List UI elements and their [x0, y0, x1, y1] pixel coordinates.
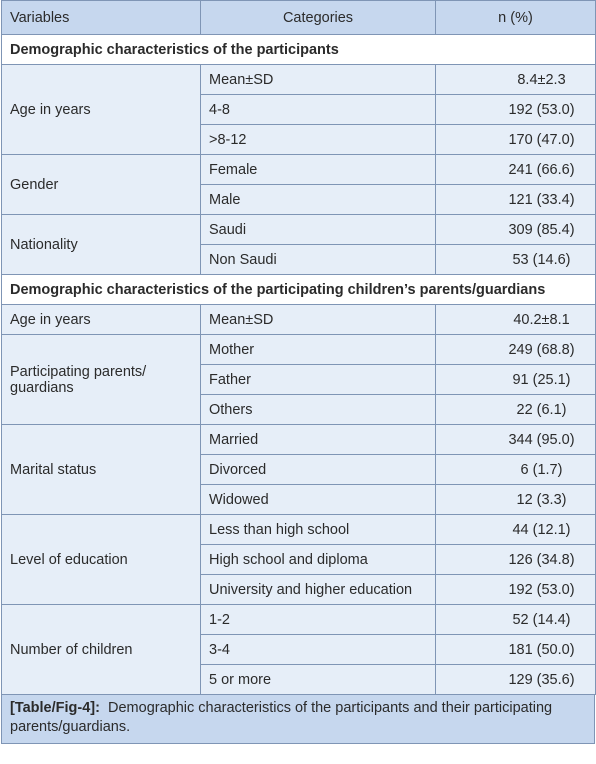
- category-cell: Mother: [200, 334, 436, 365]
- category-cell: 5 or more: [200, 664, 436, 695]
- value-cell: 344 (95.0): [435, 424, 596, 455]
- header-cell: Categories: [200, 0, 436, 35]
- value-cell: 53 (14.6): [435, 244, 596, 275]
- value-cell: 12 (3.3): [435, 484, 596, 515]
- value-cell: 241 (66.6): [435, 154, 596, 185]
- category-cell: University and higher education: [200, 574, 436, 605]
- value-cell: 40.2±8.1: [435, 304, 596, 335]
- data-row: 4-8 192 (53.0): [2, 94, 596, 125]
- caption-label: [Table/Fig-4]:: [10, 700, 100, 716]
- data-row: Others 22 (6.1): [2, 394, 596, 425]
- category-cell: Father: [200, 364, 436, 395]
- data-row: Marital status Married 344 (95.0): [1, 424, 596, 515]
- data-row: 5 or more 129 (35.6): [2, 664, 596, 695]
- variable-cell: Gender: [1, 154, 201, 215]
- value-cell: 52 (14.4): [435, 604, 596, 635]
- header-cell: Variables: [1, 0, 201, 35]
- category-cell: Male: [200, 184, 436, 215]
- caption-text: Demographic characteristics of the parti…: [10, 700, 553, 735]
- category-cell: 1-2: [200, 604, 436, 635]
- data-row: Number of children 1-2 52 (14.4): [1, 604, 596, 695]
- category-cell: Others: [200, 394, 436, 425]
- data-row: 3-4 181 (50.0): [2, 634, 596, 665]
- variable-cell: Number of children: [1, 604, 201, 695]
- value-cell: 129 (35.6): [435, 664, 596, 695]
- value-cell: 309 (85.4): [435, 214, 596, 245]
- value-cell: 44 (12.1): [435, 514, 596, 545]
- data-row: Nationality Saudi 309 (85.4): [1, 214, 596, 275]
- variable-cell: Age in years: [1, 304, 201, 335]
- value-cell: 249 (68.8): [435, 334, 596, 365]
- category-cell: Saudi: [200, 214, 436, 245]
- header-row: Variables Categories n (%): [1, 0, 596, 35]
- section-title: Demographic characteristics of the parti…: [1, 34, 596, 65]
- data-row: Father 91 (25.1): [2, 364, 596, 395]
- category-cell: High school and diploma: [200, 544, 436, 575]
- variable-cell: Marital status: [1, 424, 201, 515]
- value-cell: 181 (50.0): [435, 634, 596, 665]
- category-cell: 4-8: [200, 94, 436, 125]
- category-cell: Married: [200, 424, 436, 455]
- value-cell: 126 (34.8): [435, 544, 596, 575]
- variable-cell: Level of education: [1, 514, 201, 605]
- table-body: Demographic characteristics of the parti…: [1, 34, 596, 695]
- variable-cell: Nationality: [1, 214, 201, 275]
- data-row: Widowed 12 (3.3): [2, 484, 596, 515]
- data-row: Non Saudi 53 (14.6): [2, 244, 596, 275]
- category-cell: >8-12: [200, 124, 436, 155]
- data-row: University and higher education 192 (53.0…: [2, 574, 596, 605]
- category-cell: Widowed: [200, 484, 436, 515]
- value-cell: 6 (1.7): [435, 454, 596, 485]
- data-row: Age in years Mean±SD 8.4±2.3: [1, 64, 596, 155]
- value-cell: 91 (25.1): [435, 364, 596, 395]
- value-cell: 170 (47.0): [435, 124, 596, 155]
- caption: [Table/Fig-4]: Demographic characteristi…: [1, 695, 595, 744]
- category-cell: Female: [200, 154, 436, 185]
- variable-cell: Participating parents/ guardians: [1, 334, 201, 425]
- category-cell: Divorced: [200, 454, 436, 485]
- data-row: Level of education Less than high school 4…: [1, 514, 596, 605]
- category-cell: Less than high school: [200, 514, 436, 545]
- data-row: Gender Female 241 (66.6): [1, 154, 596, 215]
- data-row: Divorced 6 (1.7): [2, 454, 596, 485]
- category-cell: Mean±SD: [200, 64, 436, 95]
- section-row: Demographic characteristics of the parti…: [1, 34, 596, 65]
- category-cell: 3-4: [200, 634, 436, 665]
- category-cell: Non Saudi: [200, 244, 436, 275]
- value-cell: 22 (6.1): [435, 394, 596, 425]
- value-cell: 8.4±2.3: [435, 64, 596, 95]
- data-row: Age in years Mean±SD 40.2±8.1: [1, 304, 596, 335]
- value-cell: 192 (53.0): [435, 574, 596, 605]
- table: Variables Categories n (%) Demographic c…: [1, 0, 596, 695]
- variable-cell: Age in years: [1, 64, 201, 155]
- header-cell: n (%): [435, 0, 596, 35]
- table-figure: Variables Categories n (%) Demographic c…: [1, 0, 596, 744]
- category-cell: Mean±SD: [200, 304, 436, 335]
- section-row: Demographic characteristics of the parti…: [1, 274, 596, 305]
- section-title: Demographic characteristics of the parti…: [1, 274, 596, 305]
- value-cell: 121 (33.4): [435, 184, 596, 215]
- data-row: Male 121 (33.4): [2, 184, 596, 215]
- value-cell: 192 (53.0): [435, 94, 596, 125]
- data-row: Participating parents/ guardians Mother 24…: [1, 334, 596, 425]
